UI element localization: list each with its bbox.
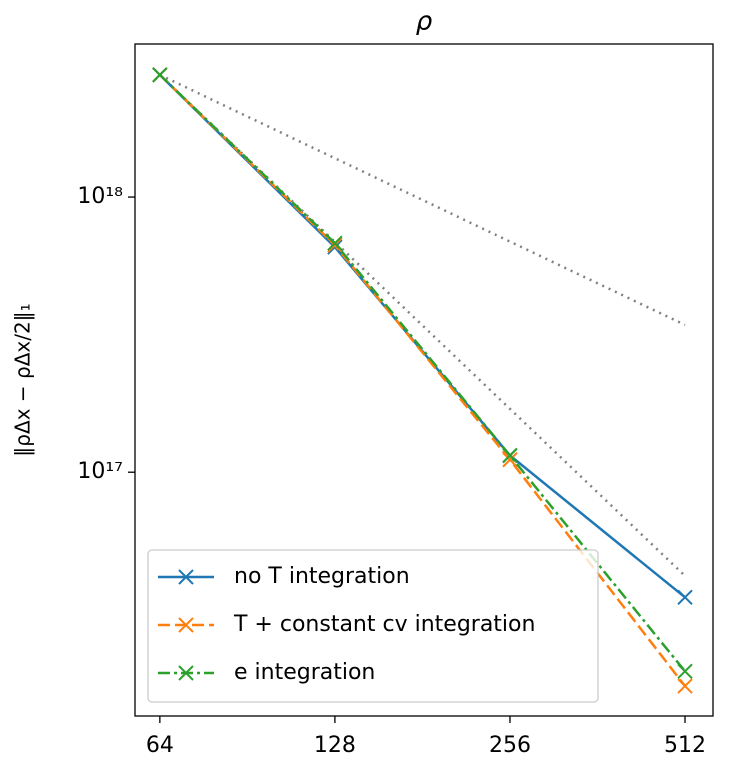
y-axis-label: ‖ρΔx − ρΔx/2‖₁ [11, 303, 35, 456]
legend-label: e integration [234, 660, 375, 685]
legend-box [147, 549, 599, 703]
series-line [158, 73, 686, 599]
point-marker [152, 67, 168, 83]
reference-line [159, 73, 686, 327]
legend-marker [178, 569, 194, 585]
x-tick-label: 128 [314, 733, 356, 758]
point-marker [327, 239, 343, 255]
legend-marker [178, 617, 194, 633]
x-tick-label: 64 [146, 733, 174, 758]
plot-frame [134, 43, 714, 717]
x-tick-label: 512 [664, 733, 706, 758]
point-marker [502, 447, 518, 464]
legend-marker [178, 665, 194, 681]
point-marker [502, 452, 518, 468]
point-marker [327, 235, 343, 251]
y-tick-label: 10¹⁸ [77, 184, 123, 209]
point-marker [677, 678, 693, 694]
x-tick-label: 256 [489, 733, 531, 758]
point-marker [677, 589, 693, 606]
legend-label: T + constant cv integration [233, 612, 535, 637]
chart-title: ρ [416, 7, 433, 37]
legend-label: no T integration [234, 564, 410, 589]
point-marker [677, 663, 693, 679]
point-marker [327, 237, 343, 253]
y-tick-label: 10¹⁷ [77, 459, 123, 484]
series-line [158, 73, 686, 673]
